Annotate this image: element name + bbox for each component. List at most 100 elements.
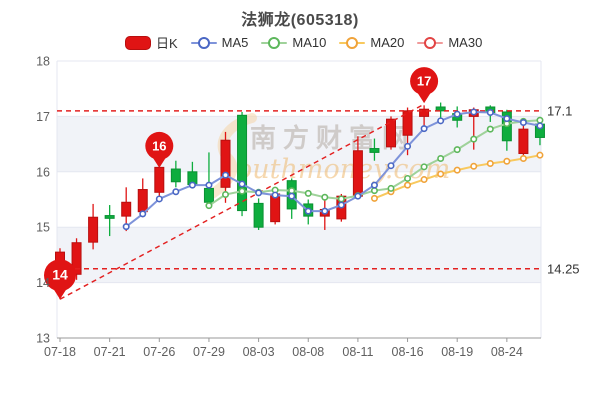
- watermark-en-text: outhmoney.com: [236, 154, 450, 185]
- candle-body: [203, 187, 214, 203]
- candle-body: [419, 108, 430, 117]
- y-axis: 18 17 16 15 14 13: [36, 55, 50, 346]
- candle-body: [170, 168, 181, 183]
- candle-body: [104, 215, 115, 219]
- candle-body: [237, 114, 248, 212]
- ma5-point: [536, 122, 544, 130]
- candle-body: [220, 139, 231, 188]
- balloon-label: 17: [417, 74, 431, 89]
- candle-body: [402, 110, 413, 136]
- balloon-label: 16: [152, 138, 166, 153]
- legend-item-ma5[interactable]: MA5: [190, 35, 249, 50]
- ma5-point: [304, 207, 312, 215]
- ma5-point: [222, 171, 230, 179]
- ma10-point: [387, 184, 395, 192]
- ma10-point: [304, 189, 312, 197]
- legend: 日K MA5 MA10 MA20 MA30: [125, 33, 482, 52]
- ma5-point: [122, 223, 130, 231]
- ma20-point: [536, 151, 544, 159]
- legend-item-ma20[interactable]: MA20: [339, 35, 404, 50]
- candle-body: [386, 118, 396, 148]
- ma20-point: [404, 181, 412, 189]
- ma5-point: [437, 117, 445, 125]
- ma5-point: [519, 118, 527, 126]
- ma20-point: [486, 159, 494, 167]
- ma10-point: [222, 191, 230, 199]
- y-axis-label: 13: [36, 332, 50, 346]
- ma5-point: [238, 180, 246, 188]
- ma5-point: [139, 210, 147, 218]
- balloon-circle: [44, 259, 76, 292]
- balloon-circle: [145, 131, 174, 160]
- ma10-point: [404, 174, 412, 182]
- ma5-point: [321, 207, 329, 215]
- plot-band: [57, 227, 541, 283]
- ma20-point: [370, 194, 378, 202]
- ma5-point: [420, 125, 428, 133]
- x-axis-label: 07-18: [44, 345, 76, 359]
- x-axis-label: 07-21: [94, 345, 126, 359]
- candle-body: [121, 201, 132, 217]
- watermark-cn-text: 南方财富网: [250, 123, 415, 153]
- candle-body: [435, 106, 446, 112]
- ma5-point: [404, 142, 412, 150]
- ma5-point: [155, 195, 163, 203]
- page-title: 法狮龙(605318): [241, 12, 359, 29]
- x-axis-label: 08-08: [292, 345, 324, 359]
- ma10-point: [288, 187, 296, 195]
- trend-line: [59, 103, 425, 300]
- ma20-point: [453, 166, 461, 174]
- ma10-point: [238, 187, 246, 195]
- legend-label-ma5: MA5: [221, 35, 249, 50]
- ma10-point: [486, 125, 494, 133]
- ma30-marker-icon: [417, 36, 444, 49]
- kline-swatch-icon: [125, 35, 151, 50]
- ma20-marker-icon: [339, 36, 366, 49]
- legend-item-ma30[interactable]: MA30: [417, 35, 482, 50]
- ma5-point: [172, 188, 180, 196]
- threshold-label: 14.25: [547, 261, 580, 276]
- x-axis-label: 07-26: [143, 345, 175, 359]
- balloon-markers: 14 16 17: [44, 67, 439, 300]
- candle-body: [518, 128, 529, 155]
- threshold-label: 17.1: [547, 103, 572, 118]
- ma5-point: [503, 115, 511, 123]
- ma5-marker-icon: [190, 36, 217, 49]
- x-axis-label: 08-11: [342, 345, 373, 359]
- ma5-point: [255, 189, 263, 197]
- balloon-label: 14: [52, 267, 68, 283]
- ma10-point: [420, 163, 428, 171]
- ma20-point: [470, 162, 478, 170]
- x-axis-label: 08-24: [491, 345, 523, 359]
- threshold-labels: 17.1 14.25: [547, 103, 580, 276]
- x-axis-label: 08-16: [392, 345, 424, 359]
- y-axis-label: 15: [36, 221, 50, 235]
- ma10-point: [370, 187, 378, 195]
- ma20-point: [519, 155, 527, 163]
- ma5-point: [337, 201, 345, 209]
- candle-body: [352, 150, 363, 197]
- y-axis-label: 18: [36, 55, 50, 69]
- ma5-point: [453, 110, 461, 118]
- trendline: [59, 103, 425, 300]
- candle-body: [71, 242, 82, 275]
- ma10-point: [337, 195, 345, 203]
- ma5-point: [188, 181, 196, 189]
- ma5-point: [370, 181, 378, 189]
- ma10-point: [437, 155, 445, 163]
- balloon-tail: [417, 92, 432, 104]
- ma20-point: [503, 157, 511, 165]
- ma5-point: [354, 192, 362, 200]
- ma5-point: [470, 108, 478, 116]
- candle-body: [88, 216, 99, 243]
- ma-lines: [122, 108, 544, 231]
- candle-body: [369, 148, 380, 153]
- legend-item-kline[interactable]: 日K: [125, 33, 178, 52]
- ma10-point: [205, 202, 213, 210]
- ma5-point: [288, 192, 296, 200]
- ma10-point: [453, 146, 461, 154]
- candle-body: [154, 166, 165, 193]
- legend-item-ma10[interactable]: MA10: [261, 35, 326, 50]
